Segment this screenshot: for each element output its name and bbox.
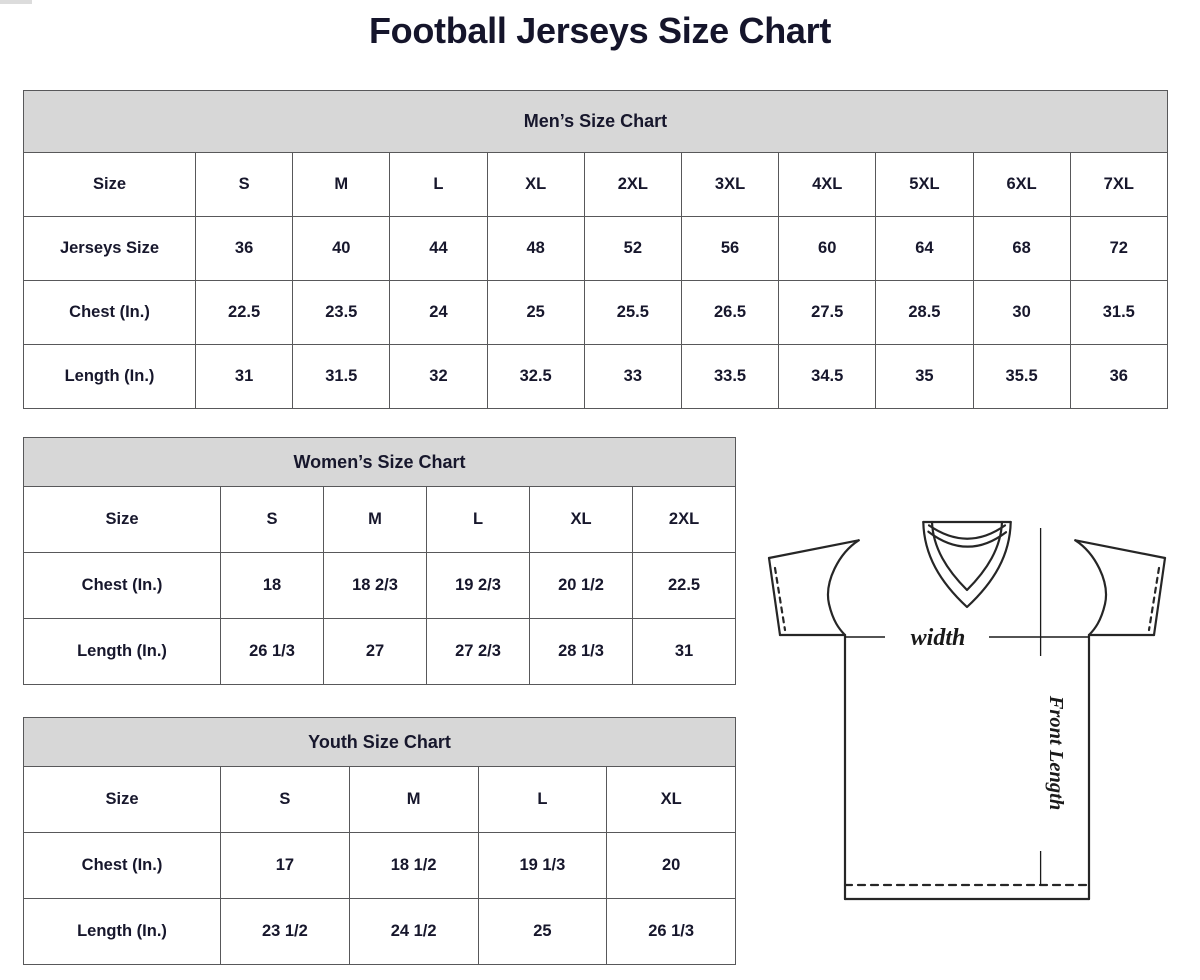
svg-text:width: width bbox=[911, 625, 966, 651]
svg-text:Front Length: Front Length bbox=[1045, 695, 1067, 811]
